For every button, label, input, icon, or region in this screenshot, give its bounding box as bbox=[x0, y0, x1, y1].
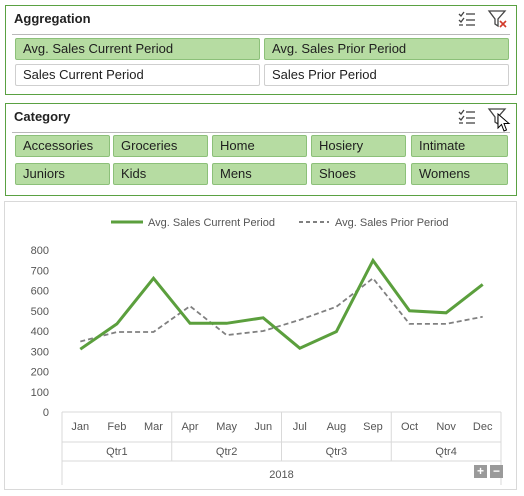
multi-select-icon[interactable] bbox=[456, 107, 478, 127]
x-tick-label: Jan bbox=[71, 421, 89, 433]
aggregation-item-sales-prior[interactable]: Sales Prior Period bbox=[264, 64, 509, 86]
category-slicer: Category Accessories Groceries Home Hosi… bbox=[5, 103, 517, 196]
y-tick-label: 200 bbox=[31, 367, 49, 379]
x-tick-label: Apr bbox=[181, 421, 198, 433]
aggregation-slicer-title: Aggregation bbox=[14, 11, 91, 26]
category-item-intimate[interactable]: Intimate bbox=[411, 135, 508, 157]
series-prior-line bbox=[80, 277, 483, 343]
clear-filter-icon[interactable] bbox=[487, 9, 509, 29]
y-tick-label: 800 bbox=[31, 245, 49, 257]
category-item-accessories[interactable]: Accessories bbox=[15, 135, 110, 157]
category-item-mens[interactable]: Mens bbox=[212, 163, 307, 185]
y-tick-label: 300 bbox=[31, 346, 49, 358]
x-tick-label: Nov bbox=[436, 421, 456, 433]
x-tick-label: May bbox=[216, 421, 237, 433]
x-tick-label: Jul bbox=[293, 421, 307, 433]
quarter-label: Qtr1 bbox=[106, 446, 127, 458]
multi-select-icon[interactable] bbox=[456, 9, 478, 29]
quarter-label: Qtr3 bbox=[326, 446, 347, 458]
category-item-home[interactable]: Home bbox=[212, 135, 307, 157]
y-tick-label: 500 bbox=[31, 306, 49, 318]
y-tick-label: 400 bbox=[31, 326, 49, 338]
category-item-shoes[interactable]: Shoes bbox=[311, 163, 406, 185]
category-item-juniors[interactable]: Juniors bbox=[15, 163, 110, 185]
mouse-cursor-icon bbox=[497, 113, 511, 132]
aggregation-slicer-header: Aggregation bbox=[6, 6, 516, 34]
y-tick-label: 700 bbox=[31, 265, 49, 277]
y-tick-label: 600 bbox=[31, 286, 49, 298]
series-current-line bbox=[79, 257, 484, 351]
x-tick-label: Oct bbox=[401, 421, 418, 433]
x-tick-label: Aug bbox=[327, 421, 347, 433]
y-tick-label: 0 bbox=[43, 407, 49, 419]
quarter-label: Qtr2 bbox=[216, 446, 237, 458]
x-tick-label: Mar bbox=[144, 421, 163, 433]
year-label: 2018 bbox=[269, 469, 293, 481]
x-tick-label: Feb bbox=[107, 421, 126, 433]
y-tick-label: 100 bbox=[31, 387, 49, 399]
aggregation-item-sales-current[interactable]: Sales Current Period bbox=[15, 64, 260, 86]
legend-prior-label: Avg. Sales Prior Period bbox=[335, 217, 449, 229]
aggregation-slicer: Aggregation Avg. Sales Current Period Av… bbox=[5, 5, 517, 95]
quarter-label: Qtr4 bbox=[435, 446, 456, 458]
category-item-groceries[interactable]: Groceries bbox=[113, 135, 208, 157]
category-slicer-header: Category bbox=[6, 104, 516, 132]
category-item-womens[interactable]: Womens bbox=[411, 163, 508, 185]
category-slicer-title: Category bbox=[14, 109, 71, 124]
chart-canvas: Avg. Sales Current Period Avg. Sales Pri… bbox=[31, 217, 502, 485]
aggregation-slicer-divider bbox=[12, 34, 510, 35]
x-tick-label: Jun bbox=[254, 421, 272, 433]
aggregation-item-avg-sales-prior[interactable]: Avg. Sales Prior Period bbox=[264, 38, 509, 60]
aggregation-item-avg-sales-current[interactable]: Avg. Sales Current Period bbox=[15, 38, 260, 60]
sales-line-chart[interactable]: Avg. Sales Current Period Avg. Sales Pri… bbox=[4, 201, 517, 490]
legend-current-label: Avg. Sales Current Period bbox=[148, 217, 275, 229]
expand-button[interactable]: + bbox=[474, 465, 487, 478]
x-tick-label: Dec bbox=[473, 421, 493, 433]
collapse-button[interactable]: − bbox=[490, 465, 503, 478]
x-tick-label: Sep bbox=[363, 421, 383, 433]
category-item-hosiery[interactable]: Hosiery bbox=[311, 135, 406, 157]
category-item-kids[interactable]: Kids bbox=[113, 163, 208, 185]
category-slicer-divider bbox=[12, 132, 510, 133]
